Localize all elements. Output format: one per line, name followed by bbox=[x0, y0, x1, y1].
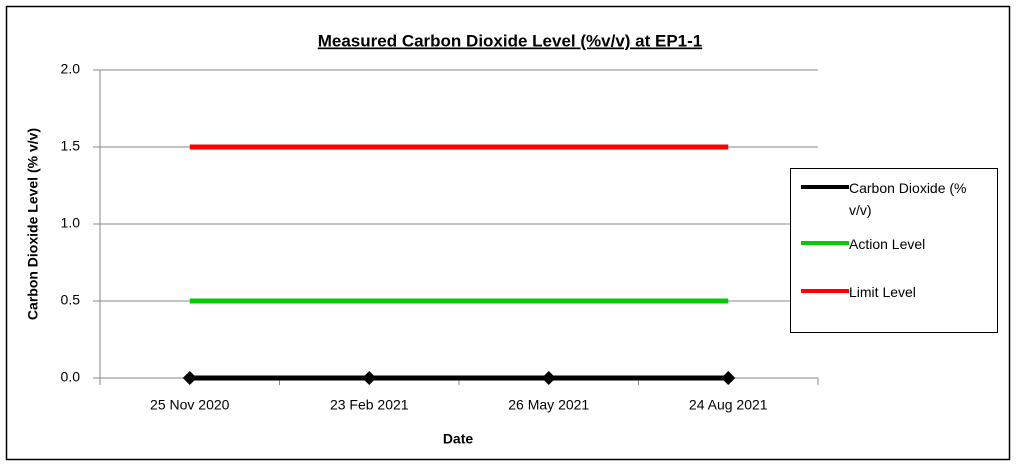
legend-swatch bbox=[801, 185, 849, 189]
y-tick-label: 1.0 bbox=[61, 215, 81, 231]
y-tick-label: 1.5 bbox=[61, 138, 81, 154]
chart-title: Measured Carbon Dioxide Level (%v/v) at … bbox=[318, 31, 703, 50]
data-point bbox=[182, 371, 197, 385]
x-tick-label: 26 May 2021 bbox=[508, 397, 589, 413]
x-axis-label: Date bbox=[443, 431, 474, 447]
x-tick-label: 23 Feb 2021 bbox=[330, 397, 409, 413]
y-tick-label: 0.5 bbox=[61, 292, 81, 308]
legend-label: Carbon Dioxide (% v/v) bbox=[849, 180, 967, 218]
data-point bbox=[541, 371, 556, 385]
y-axis-label: Carbon Dioxide Level (% v/v) bbox=[25, 128, 41, 320]
legend-swatch bbox=[801, 289, 849, 293]
legend-label: Action Level bbox=[849, 236, 926, 252]
data-point bbox=[721, 371, 736, 385]
chart-border bbox=[5, 5, 1011, 461]
y-tick-label: 2.0 bbox=[61, 61, 81, 77]
legend-label: Limit Level bbox=[849, 284, 916, 300]
y-tick-label: 0.0 bbox=[61, 369, 81, 385]
x-tick-label: 24 Aug 2021 bbox=[689, 397, 768, 413]
x-tick-label: 25 Nov 2020 bbox=[150, 397, 230, 413]
data-point bbox=[362, 371, 377, 385]
legend: Carbon Dioxide (% v/v) Action Level Limit … bbox=[790, 168, 998, 333]
legend-swatch bbox=[801, 241, 849, 245]
